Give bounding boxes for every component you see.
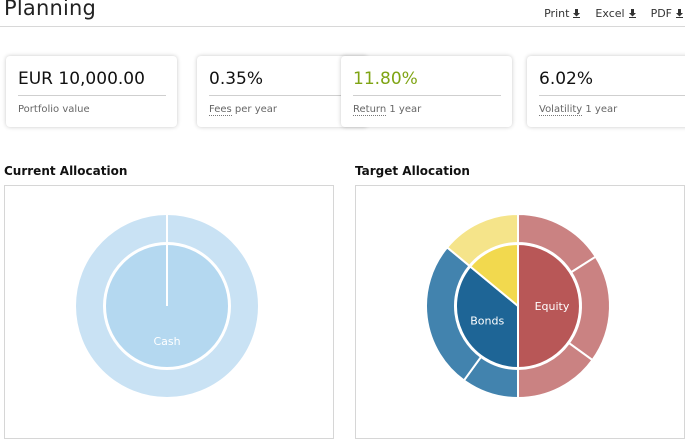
print-label: Print [544, 7, 570, 20]
current-allocation-title: Current Allocation [4, 164, 128, 178]
excel-button[interactable]: Excel [595, 7, 636, 20]
export-toolbar: Print Excel PDF [544, 7, 683, 20]
slice-label-cash: Cash [153, 335, 180, 348]
stat-label: Return 1 year [353, 104, 422, 116]
inner-slice-2[interactable] [469, 243, 519, 307]
download-icon [676, 9, 683, 18]
download-icon [628, 9, 636, 18]
divider [18, 95, 166, 96]
pdf-label: PDF [650, 7, 672, 20]
excel-label: Excel [595, 7, 625, 20]
target-allocation-panel: Equity Bonds [355, 185, 685, 439]
stat-label: Fees per year [209, 104, 278, 116]
page-title: Planning [4, 0, 97, 20]
download-icon [573, 9, 581, 18]
stat-card-portfolio-value: EUR 10,000.00 Portfolio value [6, 56, 177, 127]
stat-value: EUR 10,000.00 [18, 69, 145, 89]
return-tooltip-term[interactable]: Return [353, 104, 387, 116]
divider [539, 95, 685, 96]
target-allocation-title: Target Allocation [355, 164, 470, 178]
stat-card-return: 11.80% Return 1 year [341, 56, 512, 127]
stat-value: 0.35% [209, 69, 264, 89]
print-button[interactable]: Print [544, 7, 581, 20]
slice-label-equity: Equity [535, 300, 570, 313]
volatility-tooltip-term[interactable]: Volatility [539, 104, 583, 116]
slice-label-bonds: Bonds [470, 314, 504, 327]
inner-slice-bonds[interactable] [455, 265, 519, 369]
target-allocation-chart: Equity Bonds [425, 213, 611, 399]
stat-value: 11.80% [353, 69, 418, 89]
current-allocation-chart: Cash [74, 213, 260, 399]
divider [209, 95, 357, 96]
page-header: Planning Print Excel PDF [0, 0, 685, 27]
stat-card-volatility: 6.02% Volatility 1 year [527, 56, 685, 127]
inner-slice-equity[interactable] [517, 243, 581, 369]
divider [353, 95, 501, 96]
stat-value: 6.02% [539, 69, 594, 89]
stat-label: Portfolio value [18, 104, 90, 115]
stat-label: Volatility 1 year [539, 104, 618, 116]
current-allocation-panel: Cash [4, 185, 334, 439]
pdf-button[interactable]: PDF [651, 7, 683, 20]
stat-card-fees: 0.35% Fees per year [197, 56, 368, 127]
fees-tooltip-term[interactable]: Fees [209, 104, 232, 116]
